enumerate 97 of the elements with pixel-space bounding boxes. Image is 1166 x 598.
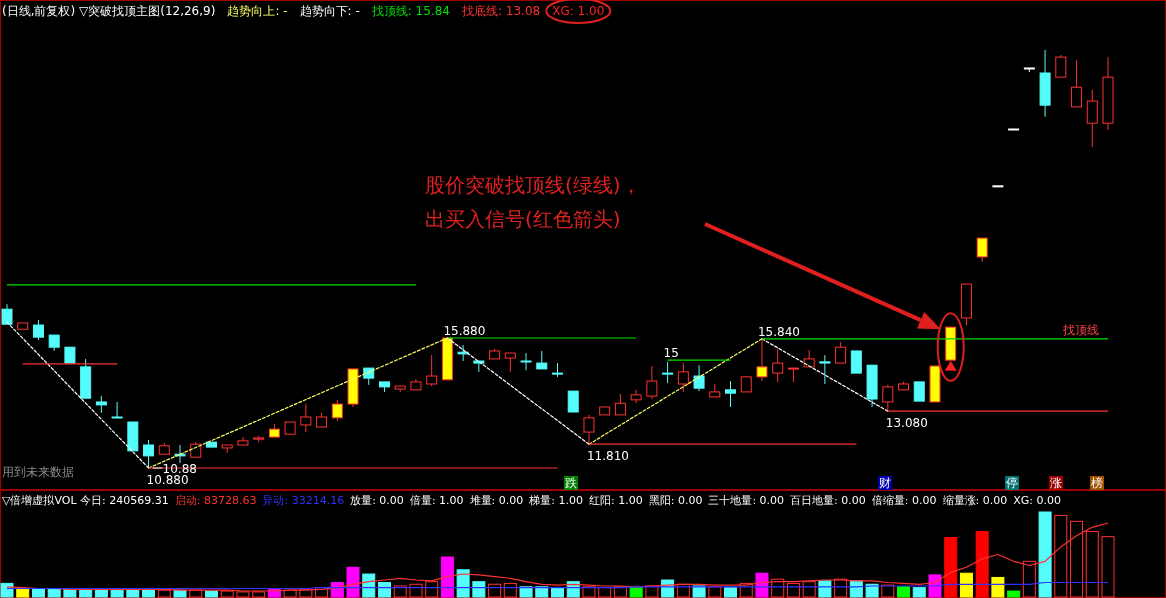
bar bbox=[456, 569, 470, 598]
bar bbox=[409, 583, 423, 598]
text: 停 bbox=[1006, 476, 1018, 490]
bar bbox=[1101, 536, 1115, 598]
bar bbox=[818, 580, 832, 598]
annotation: 13.080 bbox=[885, 416, 928, 431]
annotation: 找顶线 bbox=[1062, 323, 1099, 337]
candlestick bbox=[976, 237, 988, 263]
annotation: 15.840 bbox=[757, 324, 800, 339]
annotation: 15.880 bbox=[443, 324, 486, 338]
bar bbox=[47, 588, 61, 598]
candlestick bbox=[646, 365, 658, 400]
candlestick bbox=[300, 403, 312, 433]
candlestick bbox=[850, 350, 862, 374]
text: 找顶线: 15.84 bbox=[370, 4, 450, 18]
text: 找底线: 13.08 bbox=[460, 4, 541, 18]
bar bbox=[724, 587, 738, 598]
candlestick bbox=[520, 352, 532, 371]
bar bbox=[519, 586, 533, 598]
bar bbox=[535, 586, 549, 598]
candlestick bbox=[913, 381, 925, 402]
text: 榜 bbox=[1091, 476, 1103, 490]
bar bbox=[897, 586, 911, 598]
text: 倍缩量: 0.00 bbox=[871, 494, 937, 507]
candlestick bbox=[111, 401, 123, 419]
text: 堆量: 0.00 bbox=[468, 494, 524, 507]
candlestick bbox=[677, 362, 689, 393]
chart-title: ▽倍增虚拟VOL 今日: 240569.31 bbox=[2, 494, 169, 507]
candlestick bbox=[426, 354, 438, 387]
candlestick bbox=[1071, 59, 1083, 108]
candlestick bbox=[614, 393, 626, 416]
bar bbox=[692, 585, 706, 598]
text: 涨 bbox=[1050, 476, 1062, 490]
bar bbox=[849, 580, 863, 598]
text: 跌 bbox=[565, 476, 577, 490]
bar bbox=[912, 587, 926, 598]
text: 黑阳: 0.00 bbox=[648, 494, 703, 507]
bar bbox=[440, 556, 454, 598]
candlestick bbox=[882, 384, 894, 412]
text: 启动: 83728.63 bbox=[174, 494, 257, 507]
candlestick bbox=[457, 344, 469, 362]
bar bbox=[472, 581, 486, 598]
bar bbox=[393, 585, 407, 598]
bar bbox=[110, 589, 124, 598]
candlestick bbox=[835, 341, 847, 364]
annotation: 10.88 bbox=[162, 462, 197, 476]
bar bbox=[346, 566, 360, 598]
text: 财 bbox=[879, 476, 891, 490]
candlestick bbox=[772, 348, 784, 383]
bar bbox=[755, 572, 769, 598]
bar bbox=[975, 531, 989, 598]
candlestick bbox=[143, 439, 155, 469]
text: 缩量涨: 0.00 bbox=[942, 494, 1008, 507]
annotation: 10.880 bbox=[146, 473, 189, 487]
bar bbox=[16, 588, 30, 598]
candlestick bbox=[567, 390, 579, 413]
bar bbox=[959, 572, 973, 598]
chart-title: (日线,前复权) ▽突破找顶主图(12,26,9) bbox=[2, 4, 216, 18]
bar bbox=[204, 590, 218, 598]
candlestick bbox=[1055, 54, 1067, 78]
candlestick bbox=[331, 399, 343, 422]
bar bbox=[551, 587, 564, 598]
text: 趋势向下: - bbox=[299, 4, 360, 18]
candlestick bbox=[32, 319, 44, 341]
candlestick bbox=[630, 389, 642, 404]
text: 趋势向上: - bbox=[227, 4, 288, 18]
bar bbox=[362, 573, 376, 598]
candlestick bbox=[819, 354, 831, 385]
bar bbox=[1038, 511, 1052, 598]
text: 倍量: 1.00 bbox=[409, 494, 464, 507]
bar bbox=[377, 582, 391, 598]
text: 百日地量: 0.00 bbox=[790, 494, 866, 507]
text: XG: 1.00 bbox=[552, 4, 605, 18]
annotation: 11.810 bbox=[586, 449, 629, 464]
candlestick bbox=[693, 364, 705, 392]
text: 梯量: 1.00 bbox=[528, 494, 583, 507]
candlestick bbox=[725, 380, 737, 408]
candlestick bbox=[1086, 89, 1098, 148]
candlestick bbox=[1, 303, 13, 325]
bar bbox=[629, 587, 643, 598]
annotation: 15 bbox=[663, 346, 679, 361]
candlestick bbox=[504, 352, 516, 373]
text: 红阳: 1.00 bbox=[588, 494, 643, 507]
bar bbox=[503, 582, 517, 598]
candlestick bbox=[756, 338, 768, 382]
text: XG: 0.00 bbox=[1013, 494, 1061, 507]
text: 放量: 0.00 bbox=[350, 494, 404, 507]
annotation: 用到未来数据 bbox=[2, 465, 74, 479]
bar bbox=[944, 537, 958, 598]
bar bbox=[991, 576, 1005, 598]
annotation: 股价突破找顶线(绿线)， bbox=[425, 173, 641, 197]
bar bbox=[1007, 590, 1021, 598]
candlestick bbox=[662, 361, 674, 384]
text: 异动: 33214.16 bbox=[262, 494, 345, 507]
text: 三十地量: 0.00 bbox=[708, 494, 785, 507]
annotation: 出买入信号(红色箭头) bbox=[425, 207, 621, 231]
bar bbox=[488, 583, 502, 598]
